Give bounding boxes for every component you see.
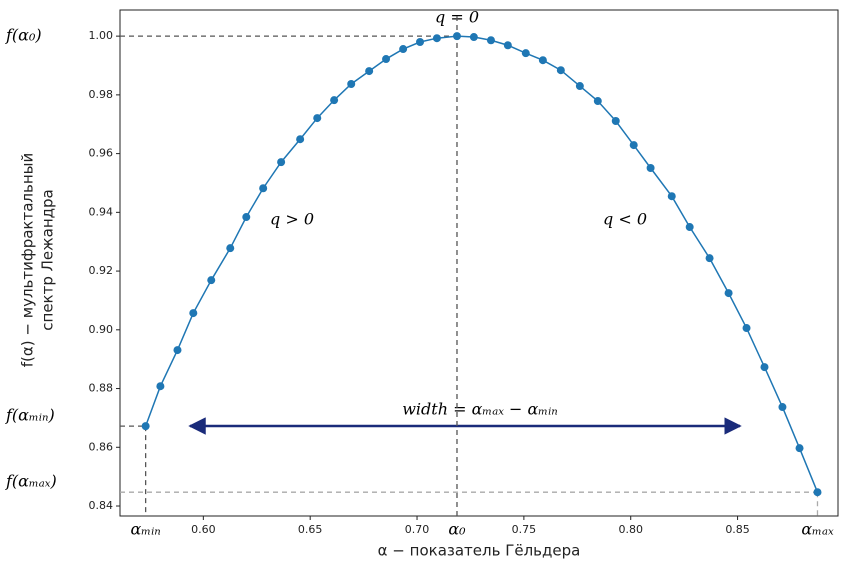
- data-point: [399, 45, 408, 54]
- data-point: [347, 80, 356, 89]
- y-tick-label: 0.96: [89, 147, 114, 160]
- reference-y-label: f(αₘᵢₙ): [5, 406, 55, 425]
- y-tick-label: 0.84: [89, 499, 114, 512]
- x-tick-label: 0.70: [405, 523, 430, 536]
- data-point: [365, 67, 374, 76]
- data-point: [629, 141, 638, 150]
- reference-y-label: f(α₀): [5, 26, 42, 45]
- annotation: width = αₘₐₓ − αₘᵢₙ: [402, 400, 558, 419]
- data-point: [778, 403, 787, 412]
- data-point: [486, 36, 495, 45]
- data-point: [760, 363, 769, 372]
- data-point: [556, 66, 565, 75]
- data-point: [416, 38, 425, 47]
- reference-x-label: αₘᵢₙ: [130, 520, 160, 539]
- reference-x-label: αₘₐₓ: [801, 520, 834, 539]
- data-point: [469, 33, 478, 42]
- x-axis-label: α − показатель Гёльдера: [378, 542, 581, 560]
- data-point: [226, 244, 235, 253]
- reference-x-label: α₀: [448, 520, 466, 539]
- data-point: [141, 422, 150, 431]
- x-tick-label: 0.80: [618, 523, 643, 536]
- data-point: [646, 163, 655, 172]
- data-point: [259, 184, 268, 193]
- data-point: [382, 55, 391, 64]
- data-point: [593, 97, 602, 106]
- y-tick-label: 0.98: [89, 88, 114, 101]
- y-tick-label: 0.88: [89, 382, 114, 395]
- data-point: [452, 32, 461, 41]
- data-point: [521, 49, 530, 58]
- data-point: [685, 223, 694, 232]
- annotation: q < 0: [603, 210, 647, 229]
- data-point: [242, 213, 251, 222]
- data-point: [156, 382, 165, 391]
- y-tick-label: 0.92: [89, 264, 114, 277]
- annotation: q > 0: [270, 210, 314, 229]
- data-point: [705, 254, 714, 263]
- y-tick-label: 0.90: [89, 323, 114, 336]
- y-axis-label: f(α) − мультифрактальный спектр Лежандра: [19, 153, 57, 367]
- data-point: [173, 346, 182, 355]
- data-point: [667, 192, 676, 201]
- data-point: [611, 117, 620, 126]
- data-point: [313, 114, 322, 123]
- data-point: [813, 488, 822, 497]
- data-point: [724, 289, 733, 298]
- data-point: [189, 309, 198, 318]
- data-line: [144, 35, 819, 493]
- reference-y-label: f(αₘₐₓ): [5, 472, 57, 491]
- data-point: [432, 34, 441, 43]
- data-point: [503, 41, 512, 50]
- plot-frame: [119, 9, 839, 517]
- data-point: [538, 56, 547, 65]
- x-tick-label: 0.65: [298, 523, 323, 536]
- y-tick-label: 0.86: [89, 440, 114, 453]
- data-point: [277, 158, 286, 167]
- data-point: [575, 82, 584, 91]
- data-point: [795, 444, 804, 453]
- y-tick-label: 0.94: [89, 205, 114, 218]
- y-axis-label-line: f(α) − мультифрактальный: [19, 153, 37, 367]
- data-point: [207, 276, 216, 285]
- x-tick-label: 0.75: [512, 523, 537, 536]
- x-tick-label: 0.85: [725, 523, 750, 536]
- data-point: [330, 96, 339, 105]
- y-axis-label-line: спектр Лежандра: [39, 189, 57, 330]
- x-tick-label: 0.60: [191, 523, 216, 536]
- y-tick-label: 1.00: [89, 29, 114, 42]
- data-point: [296, 135, 305, 144]
- data-point: [742, 324, 751, 333]
